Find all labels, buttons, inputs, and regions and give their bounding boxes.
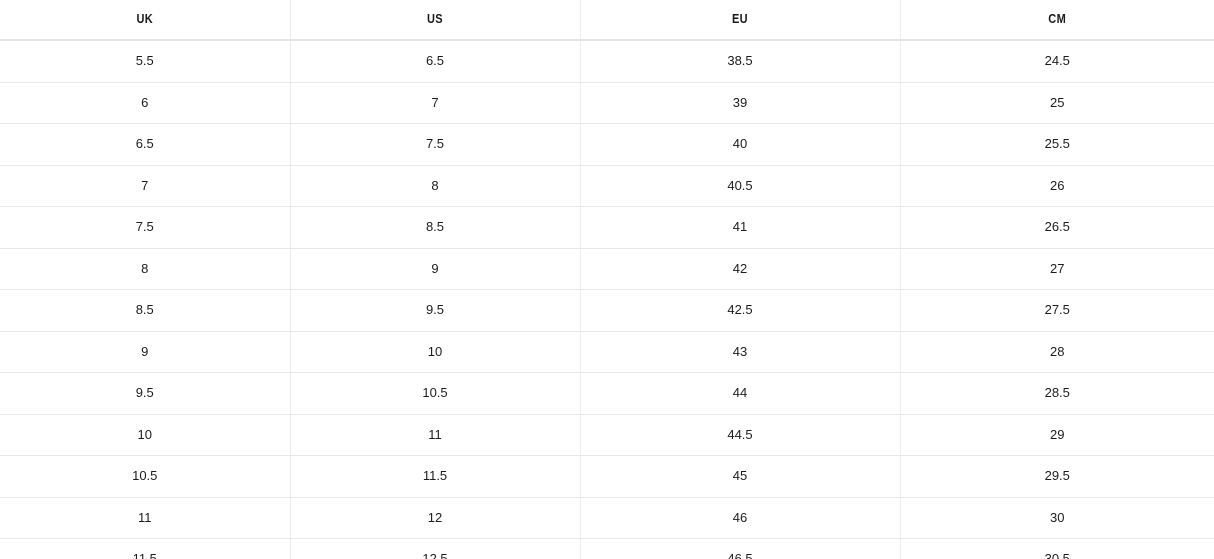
table-row: 10 11 44.5 29 — [0, 414, 1214, 456]
cell-us: 9.5 — [290, 289, 581, 332]
table-row: 8 9 42 27 — [0, 248, 1214, 290]
cell-uk: 9 — [0, 331, 291, 373]
cell-uk: 6 — [0, 82, 291, 124]
table-row: 10.5 11.5 45 29.5 — [0, 455, 1214, 498]
cell-us: 7.5 — [290, 123, 581, 166]
cell-cm: 30 — [900, 497, 1214, 539]
cell-us: 6.5 — [290, 40, 581, 83]
cell-cm: 25 — [900, 82, 1214, 124]
cell-cm: 28.5 — [900, 372, 1214, 415]
cell-us: 11.5 — [290, 455, 581, 498]
cell-cm: 30.5 — [900, 538, 1214, 559]
cell-eu: 46.5 — [580, 538, 901, 559]
column-header-eu: EU — [599, 0, 882, 41]
cell-us: 10 — [290, 331, 581, 373]
cell-eu: 44.5 — [580, 414, 901, 456]
cell-us: 10.5 — [290, 372, 581, 415]
table-row: 6.5 7.5 40 25.5 — [0, 123, 1214, 166]
table-row: 5.5 6.5 38.5 24.5 — [0, 40, 1214, 83]
cell-cm: 28 — [900, 331, 1214, 373]
cell-uk: 11 — [0, 497, 291, 539]
cell-uk: 5.5 — [0, 40, 291, 83]
table-row: 7.5 8.5 41 26.5 — [0, 206, 1214, 249]
cell-cm: 27.5 — [900, 289, 1214, 332]
cell-uk: 8.5 — [0, 289, 291, 332]
table-row: 11.5 12.5 46.5 30.5 — [0, 538, 1214, 559]
table-header-row: UK US EU CM — [0, 0, 1214, 41]
cell-us: 7 — [290, 82, 581, 124]
column-header-us: US — [307, 0, 564, 41]
cell-uk: 10.5 — [0, 455, 291, 498]
cell-cm: 26 — [900, 165, 1214, 207]
table-row: 7 8 40.5 26 — [0, 165, 1214, 207]
cell-us: 11 — [290, 414, 581, 456]
cell-eu: 40.5 — [580, 165, 901, 207]
cell-eu: 46 — [580, 497, 901, 539]
cell-uk: 9.5 — [0, 372, 291, 415]
cell-uk: 11.5 — [0, 538, 291, 559]
cell-us: 8.5 — [290, 206, 581, 249]
cell-cm: 29.5 — [900, 455, 1214, 498]
cell-uk: 7.5 — [0, 206, 291, 249]
table-body: 5.5 6.5 38.5 24.5 6 7 39 25 6.5 7.5 40 25.5 7 8 40.5 26… — [0, 40, 1214, 559]
cell-cm: 29 — [900, 414, 1214, 456]
cell-us: 12.5 — [290, 538, 581, 559]
cell-eu: 39 — [580, 82, 901, 124]
cell-cm: 24.5 — [900, 40, 1214, 83]
cell-eu: 41 — [580, 206, 901, 249]
cell-eu: 38.5 — [580, 40, 901, 83]
table-header: UK US EU CM — [0, 0, 1214, 41]
cell-cm: 25.5 — [900, 123, 1214, 166]
cell-eu: 40 — [580, 123, 901, 166]
cell-uk: 8 — [0, 248, 291, 290]
column-header-cm: CM — [918, 0, 1196, 41]
cell-uk: 7 — [0, 165, 291, 207]
cell-eu: 42 — [580, 248, 901, 290]
table-row: 9.5 10.5 44 28.5 — [0, 372, 1214, 415]
cell-us: 9 — [290, 248, 581, 290]
table-row: 11 12 46 30 — [0, 497, 1214, 539]
cell-us: 8 — [290, 165, 581, 207]
table-row: 8.5 9.5 42.5 27.5 — [0, 289, 1214, 332]
table-row: 6 7 39 25 — [0, 82, 1214, 124]
cell-us: 12 — [290, 497, 581, 539]
table-row: 9 10 43 28 — [0, 331, 1214, 373]
cell-uk: 10 — [0, 414, 291, 456]
cell-eu: 44 — [580, 372, 901, 415]
column-header-uk: UK — [17, 0, 274, 41]
cell-eu: 42.5 — [580, 289, 901, 332]
cell-cm: 26.5 — [900, 206, 1214, 249]
cell-uk: 6.5 — [0, 123, 291, 166]
cell-eu: 45 — [580, 455, 901, 498]
cell-eu: 43 — [580, 331, 901, 373]
cell-cm: 27 — [900, 248, 1214, 290]
